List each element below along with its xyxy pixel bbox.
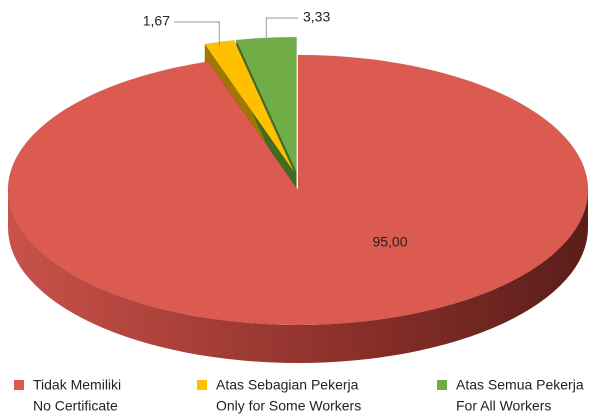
leader-line (174, 21, 220, 46)
data-label: 1,67 (143, 13, 170, 29)
pie: 95,00 1,67 3,33 (7, 9, 589, 363)
legend-swatch (437, 380, 447, 390)
leader-line (265, 17, 298, 41)
data-label: 3,33 (303, 9, 330, 25)
data-label: 95,00 (372, 234, 407, 250)
legend-label: For All Workers (456, 398, 551, 414)
legend-swatch (197, 380, 207, 390)
slice-side (8, 190, 588, 363)
legend-label: Tidak Memiliki (33, 377, 121, 393)
legend-label: No Certificate (33, 398, 118, 414)
legend: Tidak Memiliki No Certificate Atas Sebagia… (14, 377, 584, 414)
legend-label: Atas Sebagian Pekerja (216, 377, 359, 393)
legend-swatch (14, 380, 24, 390)
legend-label: Only for Some Workers (216, 398, 361, 414)
legend-label: Atas Semua Pekerja (456, 377, 584, 393)
slice (7, 54, 589, 326)
